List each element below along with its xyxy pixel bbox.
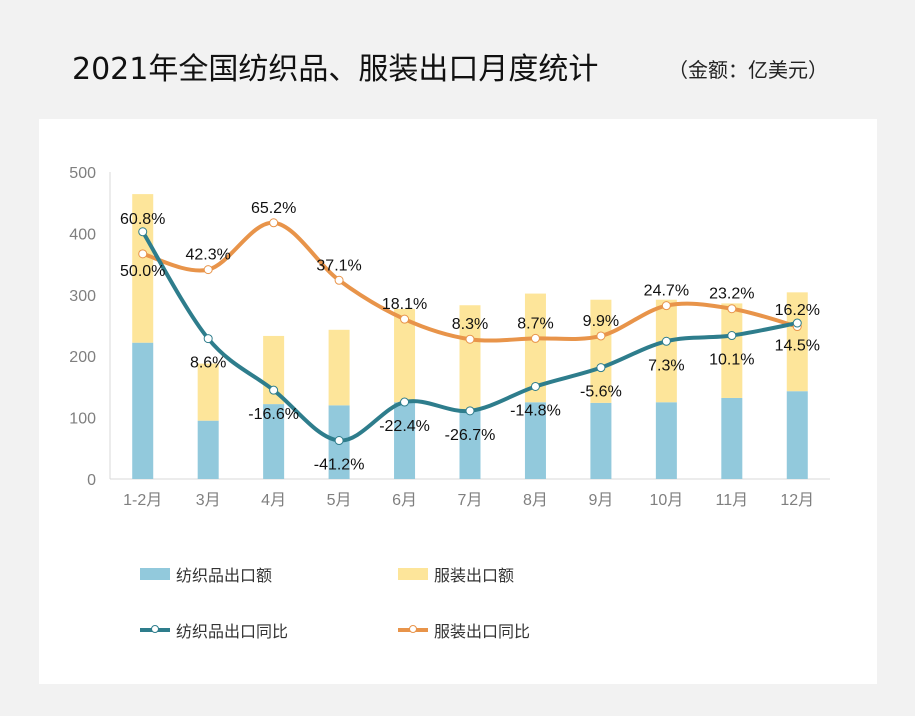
y-tick-label: 400 [69,226,96,243]
point-apparel-yoy [138,249,148,259]
x-tick-label: 5月 [327,492,352,509]
bar-textile [590,402,612,479]
point-textile-yoy [138,227,148,237]
legend-textile-bar: 纺织品出口额 [140,562,272,586]
bar-textile [394,402,416,479]
data-label-textile-yoy: 60.8% [120,211,165,228]
data-label-apparel-yoy: 8.7% [517,315,553,332]
point-textile-yoy [203,334,213,344]
legend-label: 纺织品出口额 [176,566,273,585]
data-label-apparel-yoy: 18.1% [382,296,427,313]
point-apparel-yoy [269,218,279,228]
bar-textile [197,420,219,479]
point-textile-yoy [530,381,540,391]
chart-title: 2021年全国纺织品、服装出口月度统计 [72,52,599,87]
legend-line-marker-icon [140,625,170,633]
line-textile-yoy [140,229,800,443]
x-tick-label: 6月 [392,492,417,509]
point-textile-yoy [400,397,410,407]
data-label-textile-yoy: -5.6% [580,384,622,401]
y-tick-label: 0 [87,472,96,489]
point-apparel-yoy [400,314,410,324]
bar-apparel [524,293,546,403]
bar-textile [524,402,546,479]
point-textile-yoy [465,406,475,416]
point-apparel-yoy [727,304,737,314]
bar-apparel [590,299,612,403]
bar-apparel [328,329,350,406]
point-apparel-yoy [530,333,540,343]
bar-textile [721,397,743,479]
x-tick-label: 1-2月 [123,492,162,509]
point-textile-yoy [596,363,606,373]
point-textile-yoy [269,385,279,395]
point-apparel-yoy [334,275,344,285]
x-tick-label: 12月 [780,492,814,509]
bar-apparel [786,292,808,392]
unit-note: （金额：亿美元） [668,58,828,82]
data-label-textile-yoy: 7.3% [648,357,684,374]
bar-textile [655,402,677,479]
data-label-apparel-yoy: 65.2% [251,200,296,217]
point-textile-yoy [661,336,671,346]
legend-apparel-line: 服装出口同比 [398,618,530,642]
point-textile-yoy [792,318,802,328]
data-label-textile-yoy: -26.7% [445,427,496,444]
bar-textile [263,404,285,479]
legend-swatch [398,568,428,580]
x-tick-label: 9月 [588,492,613,509]
bar-apparel [197,363,219,421]
bar-apparel [132,194,154,343]
legend-apparel-bar: 服装出口额 [398,562,514,586]
point-apparel-yoy [465,334,475,344]
point-apparel-yoy [596,331,606,341]
data-label-apparel-yoy: 37.1% [316,257,361,274]
data-label-textile-yoy: -41.2% [314,457,365,474]
data-label-apparel-yoy: 24.7% [644,283,689,300]
y-tick-label: 300 [69,288,96,305]
data-label-apparel-yoy: 9.9% [583,313,619,330]
point-apparel-yoy [203,265,213,275]
data-label-textile-yoy: 10.1% [709,352,754,369]
legend-label: 服装出口同比 [434,622,531,641]
x-tick-label: 3月 [196,492,221,509]
legend-label: 纺织品出口同比 [176,622,289,641]
bar-apparel [721,303,743,398]
data-label-textile-yoy: -22.4% [379,418,430,435]
y-tick-label: 200 [69,349,96,366]
data-label-apparel-yoy: 42.3% [185,247,230,264]
data-label-apparel-yoy: 14.5% [775,338,820,355]
legend-line-marker-icon [398,625,428,633]
data-label-apparel-yoy: 50.0% [120,263,165,280]
bar-apparel [459,305,481,411]
data-label-textile-yoy: -14.8% [510,402,561,419]
legend-swatch [140,568,170,580]
y-tick-label: 100 [69,411,96,428]
data-label-apparel-yoy: 23.2% [709,286,754,303]
bar-textile [459,410,481,479]
point-textile-yoy [727,331,737,341]
bar-apparel [655,299,677,403]
x-tick-label: 8月 [523,492,548,509]
bar-textile [786,391,808,479]
point-textile-yoy [334,436,344,446]
bar-apparel [394,308,416,403]
data-label-textile-yoy: 8.6% [190,355,226,372]
data-label-apparel-yoy: 8.3% [452,316,488,333]
x-tick-label: 11月 [716,492,749,509]
x-tick-label: 10月 [649,492,683,509]
point-apparel-yoy [661,301,671,311]
legend-label: 服装出口额 [434,566,515,585]
data-label-textile-yoy: 16.2% [775,302,820,319]
y-tick-label: 500 [69,165,96,182]
x-tick-label: 4月 [261,492,286,509]
x-tick-label: 7月 [458,492,483,509]
legend-textile-line: 纺织品出口同比 [140,618,288,642]
data-label-textile-yoy: -16.6% [248,406,299,423]
bar-textile [132,342,154,479]
